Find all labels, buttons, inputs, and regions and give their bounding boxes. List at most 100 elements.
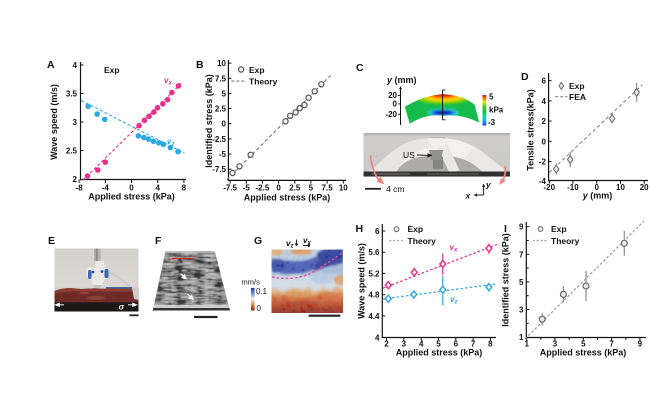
svg-text:Exp: Exp — [551, 224, 567, 234]
svg-text:C: C — [356, 62, 364, 74]
svg-text:Applied stress (kPa): Applied stress (kPa) — [396, 348, 483, 358]
svg-text:2: 2 — [73, 175, 78, 184]
svg-text:8: 8 — [488, 340, 493, 349]
svg-text:B: B — [196, 59, 204, 71]
svg-text:y (mm): y (mm) — [582, 191, 613, 201]
svg-text:4: 4 — [419, 340, 424, 349]
svg-text:H: H — [356, 223, 364, 235]
svg-text:20: 20 — [640, 183, 649, 192]
svg-text:-2: -2 — [539, 158, 547, 167]
svg-text:0: 0 — [129, 184, 134, 193]
svg-text:-3: -3 — [488, 118, 496, 127]
svg-text:0: 0 — [257, 304, 262, 313]
svg-text:Exp: Exp — [408, 224, 424, 234]
svg-text:0.1: 0.1 — [256, 287, 268, 296]
svg-text:9: 9 — [638, 340, 643, 349]
svg-text:vz: vz — [167, 137, 174, 148]
svg-text:-4: -4 — [539, 177, 547, 186]
svg-text:US: US — [403, 150, 415, 160]
svg-text:-4: -4 — [102, 184, 110, 193]
svg-text:4: 4 — [375, 334, 380, 343]
svg-text:4: 4 — [73, 61, 78, 70]
svg-text:FEA: FEA — [569, 92, 586, 102]
svg-text:G: G — [254, 235, 262, 247]
svg-text:10: 10 — [616, 183, 625, 192]
svg-text:9: 9 — [519, 223, 524, 232]
svg-text:-2.5: -2.5 — [256, 184, 270, 193]
svg-text:vx: vx — [450, 243, 458, 254]
svg-text:2: 2 — [542, 117, 547, 126]
svg-text:Exp: Exp — [249, 65, 265, 75]
svg-text:0: 0 — [393, 99, 398, 108]
svg-text:1: 1 — [519, 333, 524, 342]
svg-text:3: 3 — [519, 306, 524, 315]
svg-text:I: I — [504, 223, 507, 235]
svg-text:6: 6 — [542, 77, 547, 86]
svg-text:A: A — [47, 59, 55, 71]
svg-text:0: 0 — [542, 137, 547, 146]
svg-text:3: 3 — [402, 340, 407, 349]
svg-text:20: 20 — [388, 91, 397, 100]
svg-text:-7.5: -7.5 — [212, 165, 226, 174]
svg-text:5: 5 — [222, 89, 227, 98]
svg-text:vz: vz — [286, 239, 293, 250]
svg-text:4 cm: 4 cm — [386, 184, 404, 194]
svg-text:y (mm): y (mm) — [386, 75, 417, 85]
svg-text:5.6: 5.6 — [368, 248, 380, 257]
svg-text:10: 10 — [339, 184, 348, 193]
svg-text:5: 5 — [581, 340, 586, 349]
svg-text:-2.5: -2.5 — [212, 135, 226, 144]
svg-text:kPa: kPa — [489, 106, 504, 115]
svg-text:4.4: 4.4 — [368, 312, 380, 321]
svg-text:E: E — [48, 235, 55, 247]
svg-text:2: 2 — [384, 340, 389, 349]
svg-text:Identified stress (kPa): Identified stress (kPa) — [204, 74, 214, 168]
svg-text:3: 3 — [553, 340, 558, 349]
svg-text:5.2: 5.2 — [368, 269, 380, 278]
svg-text:5: 5 — [436, 340, 441, 349]
svg-text:Theory: Theory — [408, 236, 437, 246]
svg-text:4.8: 4.8 — [368, 291, 380, 300]
svg-text:4: 4 — [155, 184, 160, 193]
svg-text:7.5: 7.5 — [215, 74, 227, 83]
svg-text:10: 10 — [217, 59, 226, 68]
svg-text:0: 0 — [276, 184, 281, 193]
svg-text:-20: -20 — [544, 183, 556, 192]
svg-text:σ: σ — [119, 302, 125, 312]
svg-text:-10: -10 — [567, 183, 579, 192]
svg-text:Tensile stress(kPa): Tensile stress(kPa) — [526, 89, 536, 170]
svg-text:Applied stress (kPa): Applied stress (kPa) — [540, 348, 627, 358]
svg-text:vx: vx — [164, 76, 172, 87]
svg-text:3.5: 3.5 — [66, 90, 78, 99]
svg-text:7: 7 — [519, 250, 524, 259]
svg-text:-7.5: -7.5 — [223, 184, 237, 193]
svg-text:7: 7 — [471, 340, 476, 349]
svg-text:Exp: Exp — [569, 81, 585, 91]
svg-text:2.5: 2.5 — [289, 184, 301, 193]
svg-text:0: 0 — [222, 120, 227, 129]
svg-text:Wave speed (m/s): Wave speed (m/s) — [357, 243, 367, 319]
svg-text:5: 5 — [489, 93, 494, 102]
svg-text:-20: -20 — [385, 110, 397, 119]
svg-text:6: 6 — [454, 340, 459, 349]
svg-text:7.5: 7.5 — [322, 184, 334, 193]
svg-text:vz: vz — [450, 295, 457, 306]
svg-text:Identified stress (kPa): Identified stress (kPa) — [501, 233, 511, 327]
svg-text:Theory: Theory — [551, 236, 580, 246]
svg-text:-8: -8 — [76, 184, 84, 193]
svg-text:-5: -5 — [219, 150, 227, 159]
svg-text:vx: vx — [303, 236, 311, 247]
svg-text:x: x — [465, 191, 472, 201]
svg-text:6: 6 — [375, 227, 380, 236]
svg-text:2.5: 2.5 — [66, 147, 78, 156]
svg-text:Theory: Theory — [249, 77, 278, 87]
svg-text:1: 1 — [524, 340, 529, 349]
svg-text:mm/s: mm/s — [242, 278, 261, 287]
svg-text:5: 5 — [519, 278, 524, 287]
svg-text:D: D — [521, 71, 529, 83]
svg-text:8: 8 — [182, 184, 187, 193]
svg-text:Applied stress (kPa): Applied stress (kPa) — [88, 192, 175, 202]
svg-text:5: 5 — [309, 184, 314, 193]
svg-text:-5: -5 — [243, 184, 251, 193]
svg-text:Applied stress (kPa): Applied stress (kPa) — [244, 193, 331, 203]
